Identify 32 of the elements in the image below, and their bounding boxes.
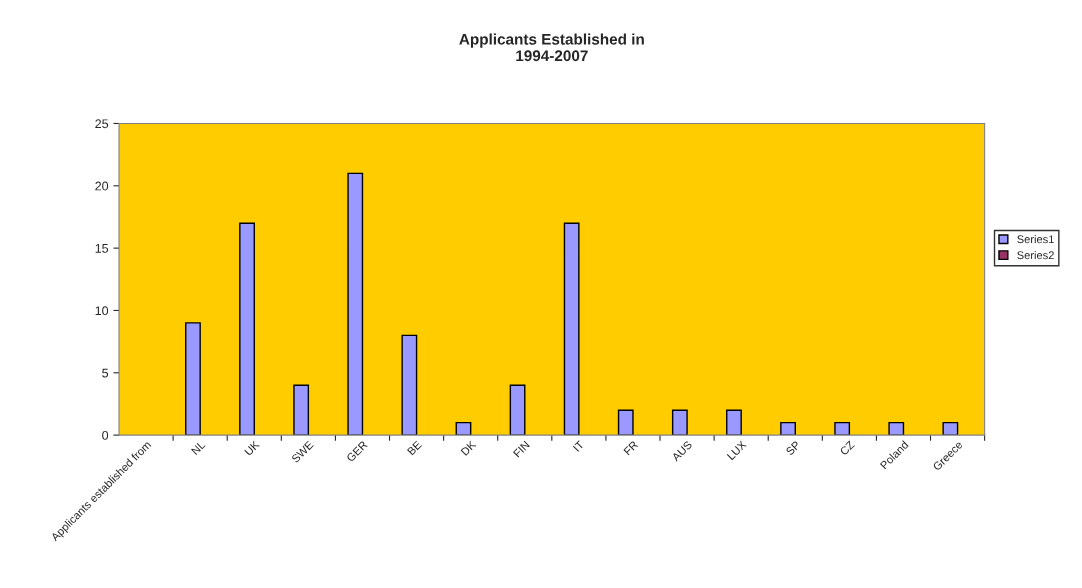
bar	[888, 421, 905, 436]
bar	[780, 421, 796, 436]
x-tick-label: UK	[244, 440, 260, 456]
bar	[563, 222, 580, 436]
x-tick-label: CZ	[839, 440, 855, 456]
bar	[671, 409, 688, 436]
y-tick-label: 10	[95, 306, 109, 316]
x-tick-label: IT	[572, 440, 585, 452]
bar	[942, 421, 959, 436]
y-tick-label: 25	[95, 119, 109, 129]
bar	[834, 421, 851, 436]
bar	[185, 322, 201, 436]
bar	[509, 384, 526, 436]
x-tick-label: BE	[407, 440, 422, 456]
y-tick-label: 5	[102, 368, 109, 378]
bar	[293, 384, 310, 436]
x-tick-label: FIN	[513, 440, 530, 458]
legend-label: Series1	[1017, 235, 1054, 244]
chart-title: Applicants Established in 1994-2007	[459, 33, 644, 62]
bar	[401, 334, 418, 436]
bar	[347, 172, 364, 436]
bar	[617, 409, 634, 436]
legend-label: Series2	[1017, 250, 1054, 260]
x-tick-label: SP	[785, 440, 801, 456]
bar	[726, 409, 742, 436]
y-tick-label: 15	[95, 244, 109, 253]
y-tick-label: 0	[102, 430, 109, 440]
y-tick-label: 20	[95, 181, 109, 191]
bar	[239, 222, 255, 436]
x-tick-label: NL	[191, 440, 206, 455]
x-tick-label: FR	[623, 440, 639, 456]
x-tick-label: DK	[460, 440, 477, 456]
